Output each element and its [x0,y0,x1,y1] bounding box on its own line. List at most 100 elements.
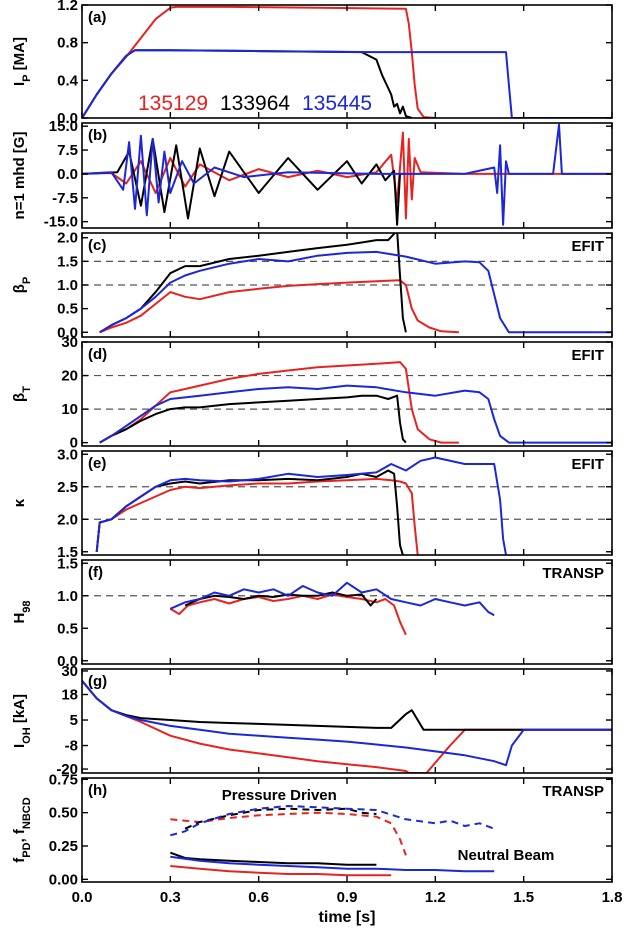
series-line-135445 [95,456,507,555]
panel-source-note: TRANSP [542,565,604,582]
shot-label-133964: 133964 [220,92,290,115]
y-tick-label: 1.5 [57,555,78,572]
y-tick-label: -8 [65,738,78,755]
y-tick-label: 2.0 [57,230,78,247]
panel-3: 0.0 0.5 1.0 1.5 2.0 (c) EFIT βP [11,230,613,341]
y-axis-label: IOH [kA] [11,694,33,748]
x-tick-label: 0.9 [337,889,358,906]
shot-legend: 135129 133964 135445 [138,92,372,115]
panel-frame [81,777,613,883]
panel-8: 0.00 0.25 0.50 0.75 (h) TRANSP fPD, fNBCD Press… [11,771,622,906]
panel-tag: (a) [88,9,106,26]
panels-group: 0.0 0.4 0.8 1.2 (a) IP [MA] -15.0 -7.5 0.0 7.5 15.… [11,0,622,906]
series-line-133964 [82,137,406,226]
y-tick-label: 0.0 [57,324,78,341]
y-tick-label: 0.4 [57,72,79,89]
y-axis-label: n=1 mhd [G] [11,132,28,220]
panel-tag: (g) [88,673,107,690]
series-group [99,361,612,444]
y-axis-label: κ [11,498,28,507]
y-tick-label: 1.0 [57,588,78,605]
series-line-135445 [82,49,612,118]
x-axis-label: time [s] [319,909,376,926]
y-tick-label: 1.0 [57,277,78,294]
series-line-133964-nb [169,851,377,866]
panel-source-note: EFIT [572,238,605,255]
panel-tag: (d) [88,346,107,363]
y-tick-label: 0.50 [49,805,78,822]
series-line-135445 [82,680,612,767]
panel-1: 0.0 0.4 0.8 1.2 (a) IP [MA] [11,0,613,127]
y-tick-label: -15.0 [44,214,78,231]
series-line-133964-pd [184,807,377,830]
y-tick-label: 0.00 [49,871,78,888]
y-tick-label: 30 [61,663,78,680]
y-tick-label: 0.0 [57,653,78,670]
x-tick-label: 1.2 [425,889,446,906]
y-tick-label: 0.75 [49,771,78,788]
x-tick-label: 0.0 [72,889,93,906]
shot-label-135129: 135129 [138,92,208,115]
series-line-135129 [95,477,419,555]
y-tick-label: 0.5 [57,301,78,318]
y-axis-label: βP [11,277,33,294]
panel-5: 1.5 2.0 2.5 3.0 (e) EFIT κ [11,446,613,561]
y-tick-label: 1.2 [57,0,78,14]
y-tick-label: 0 [70,435,78,452]
series-group [99,233,612,334]
series-line-135129 [82,131,612,220]
panel-frame [81,668,613,774]
y-tick-label: 5 [70,712,78,729]
series-line-135129 [169,593,407,636]
y-axis-label: fPD, fNBCD [11,797,33,862]
y-tick-label: 0.5 [57,620,78,637]
y-tick-label: 2.5 [57,479,78,496]
panel-source-note: EFIT [572,456,605,473]
y-axis-label: βT [11,386,33,402]
y-tick-label: 1.5 [57,544,78,561]
y-tick-label: 20 [61,368,78,385]
x-tick-label: 1.5 [513,889,534,906]
annotation-pressure-driven: Pressure Driven [222,787,337,804]
series-group [169,581,495,636]
panel-7: -20 -8 5 18 30 (g) IOH [kA] [11,663,613,778]
panel-2: -15.0 -7.5 0.0 7.5 15.0 (b) n=1 mhd [G] [11,118,613,231]
series-line-135129 [99,279,459,334]
series-line-135445-pd [170,805,495,837]
y-axis-label: IP [MA] [11,37,33,86]
y-tick-label: 0.0 [57,166,78,183]
series-line-133964 [82,680,612,731]
panel-source-note: EFIT [572,347,605,364]
y-tick-label: 3.0 [57,446,78,463]
panel-tag: (f) [88,564,103,581]
shot-label-135445: 135445 [302,92,372,115]
series-line-133964 [184,591,378,607]
y-tick-label: 0.8 [57,35,78,52]
y-tick-label: 0.0 [57,110,78,127]
panel-6: 0.0 0.5 1.0 1.5 (f) TRANSP H98 [11,555,613,670]
y-tick-label: 30 [61,334,78,351]
y-tick-label: 15.0 [49,118,78,135]
series-group [82,680,612,773]
panel-tag: (c) [88,237,106,254]
y-tick-label: 18 [61,687,78,704]
y-tick-label: 2.0 [57,511,78,528]
x-tick-label: 0.6 [248,889,269,906]
series-line-135129 [99,361,459,444]
panel-frame [81,341,613,447]
y-tick-label: 1.5 [57,253,78,270]
series-line-135445-nb [170,855,495,873]
x-tick-label: 0.3 [160,889,181,906]
series-line-135129-pd [170,811,407,856]
y-tick-label: -7.5 [52,190,78,207]
x-tick-label: 1.8 [602,889,623,906]
series-line-135129-nb [170,865,392,877]
y-tick-label: 7.5 [57,142,78,159]
series-line-135445 [99,250,612,334]
annotation-neutral-beam: Neutral Beam [458,847,555,864]
panel-tag: (h) [88,782,107,799]
y-tick-label: 10 [61,401,78,418]
panel-4: 0 10 20 30 (d) EFIT βT [11,334,613,452]
series-group [82,5,612,118]
